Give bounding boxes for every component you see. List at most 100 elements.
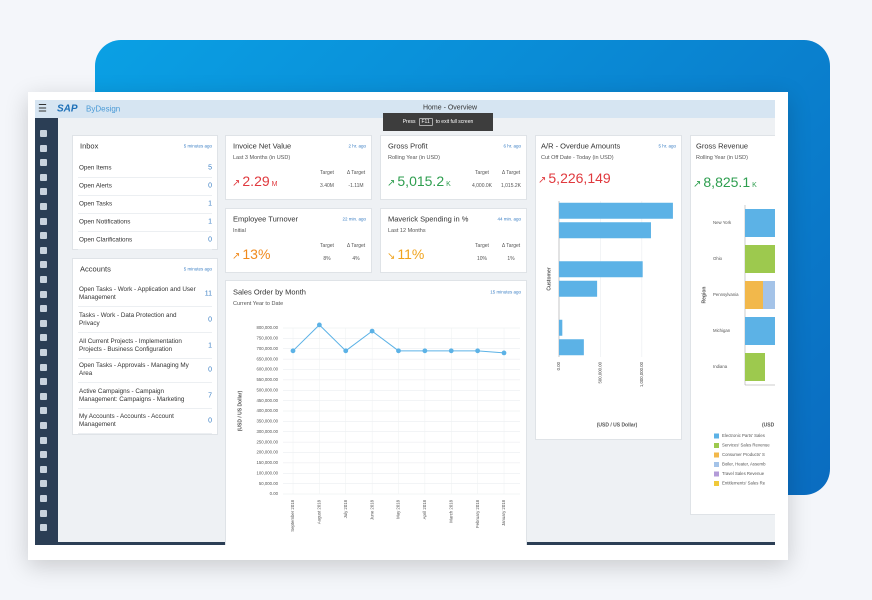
trend-arrow: ↗ xyxy=(693,179,702,190)
nav-icon[interactable] xyxy=(40,159,47,167)
nav-icon[interactable] xyxy=(40,422,47,429)
nav-icon[interactable] xyxy=(40,276,47,283)
row-label: My Accounts - Accounts - Account Managem… xyxy=(79,413,174,428)
y-axis-label: Customer xyxy=(546,267,552,290)
nav-icon[interactable] xyxy=(40,349,47,356)
bar-segment xyxy=(763,281,775,309)
toast-text: Press xyxy=(402,119,416,125)
bar xyxy=(559,222,651,239)
kpi-value: ↗ 8,825.1 K xyxy=(693,174,757,190)
row-divider xyxy=(78,249,212,250)
value: 11% xyxy=(397,246,425,262)
nav-icon[interactable] xyxy=(40,319,47,327)
kpi-value: ↘ 11% xyxy=(387,246,426,262)
legend-swatch xyxy=(714,443,719,448)
nav-icon[interactable] xyxy=(40,173,47,181)
delta-label: Δ Target xyxy=(346,170,366,176)
updated-time: 44 min. ago xyxy=(497,216,521,222)
delta-value: 1% xyxy=(507,256,515,262)
delta-label: Δ Target xyxy=(501,243,521,249)
nav-icon[interactable] xyxy=(40,436,47,444)
nav-icon[interactable] xyxy=(40,524,47,532)
card xyxy=(380,208,527,273)
kpi-value: ↗ 5,226,149 xyxy=(538,170,611,186)
x-axis-label: (USD xyxy=(762,422,775,428)
row-count[interactable]: 0 xyxy=(208,236,212,244)
target-label: Target xyxy=(320,243,334,249)
nav-icon[interactable] xyxy=(40,509,47,517)
value: 8,825.1 xyxy=(703,174,751,190)
card-subtitle: Last 12 Months xyxy=(388,228,426,234)
nav-icon[interactable] xyxy=(40,465,47,473)
y-tick-label: 800,000.00 xyxy=(256,325,278,330)
bar xyxy=(559,339,584,356)
toast-text: to exit full screen xyxy=(435,119,474,125)
value: 13% xyxy=(242,246,271,262)
nav-icon[interactable] xyxy=(40,130,47,137)
nav-icon[interactable] xyxy=(40,188,47,196)
nav-icon[interactable] xyxy=(40,203,47,210)
row-count[interactable]: 1 xyxy=(208,342,212,350)
row-count[interactable]: 0 xyxy=(208,417,212,425)
value: 5,015.2 xyxy=(397,173,445,189)
delta-label: Δ Target xyxy=(501,170,521,176)
x-tick-label: September 2018 xyxy=(290,499,295,531)
nav-icon[interactable] xyxy=(40,363,47,371)
product-name: ByDesign xyxy=(86,104,121,114)
toast-key: F11 xyxy=(418,118,433,126)
legend-swatch xyxy=(714,452,719,458)
row-count[interactable]: 0 xyxy=(208,182,212,190)
nav-icon[interactable] xyxy=(40,480,47,488)
nav-icon[interactable] xyxy=(40,392,47,400)
delta-value: -1.11M xyxy=(348,183,364,189)
nav-icon[interactable] xyxy=(40,305,47,313)
point xyxy=(501,350,507,356)
point xyxy=(369,328,375,334)
y-tick-label: 650,000.00 xyxy=(256,356,278,361)
card xyxy=(380,135,527,200)
y-axis-label: (USD / US Dollar) xyxy=(237,390,243,431)
row-divider xyxy=(78,433,212,434)
y-tick-label: 150,000.00 xyxy=(256,460,278,465)
nav-icon[interactable] xyxy=(40,407,47,415)
updated-time: 15 minutes ago xyxy=(490,289,521,295)
row-label: Open Clarifications xyxy=(79,236,133,244)
logo: SAP xyxy=(57,103,78,115)
nav-icon[interactable] xyxy=(40,144,47,152)
kpi-value: ↗ 2.29 M xyxy=(232,173,277,189)
nav-icon[interactable] xyxy=(40,290,47,298)
bar xyxy=(559,280,598,297)
bar-segment xyxy=(745,281,763,309)
row-count[interactable]: 1 xyxy=(208,200,212,208)
nav-icon[interactable] xyxy=(40,232,47,240)
row-count[interactable]: 7 xyxy=(208,392,212,400)
row-divider xyxy=(78,408,212,409)
updated-time: 2 hr. ago xyxy=(348,143,366,149)
nav-icon[interactable] xyxy=(40,334,47,342)
nav-icon[interactable] xyxy=(40,217,47,225)
y-tick-label: Pennsylvania xyxy=(713,292,739,297)
nav-icon[interactable] xyxy=(40,378,47,386)
row-count[interactable]: 0 xyxy=(208,316,212,324)
screen: ☰ SAP ByDesign Home - Overview Press F11 to ex… xyxy=(35,100,775,545)
row-count[interactable]: 5 xyxy=(208,164,212,172)
legend-label: Services' Sales Revenue xyxy=(722,443,770,448)
bar-segment xyxy=(745,353,765,381)
point xyxy=(316,322,322,328)
card-title: Invoice Net Value xyxy=(233,141,292,151)
nav-icon[interactable] xyxy=(40,451,47,459)
y-tick-label: 500,000.00 xyxy=(256,387,278,392)
target-label: Target xyxy=(475,170,489,176)
point xyxy=(396,348,401,354)
menu-button[interactable]: ☰ xyxy=(38,103,47,115)
row-count[interactable]: 11 xyxy=(204,290,212,298)
card-subtitle: Initial xyxy=(233,228,246,234)
top-bar xyxy=(35,100,775,118)
row-divider xyxy=(78,213,212,214)
row-count[interactable]: 0 xyxy=(208,366,212,374)
nav-icon[interactable] xyxy=(40,246,47,254)
trend-arrow: ↗ xyxy=(538,175,547,186)
row-count[interactable]: 1 xyxy=(208,218,212,226)
nav-icon[interactable] xyxy=(40,261,47,269)
nav-icon[interactable] xyxy=(40,495,47,502)
